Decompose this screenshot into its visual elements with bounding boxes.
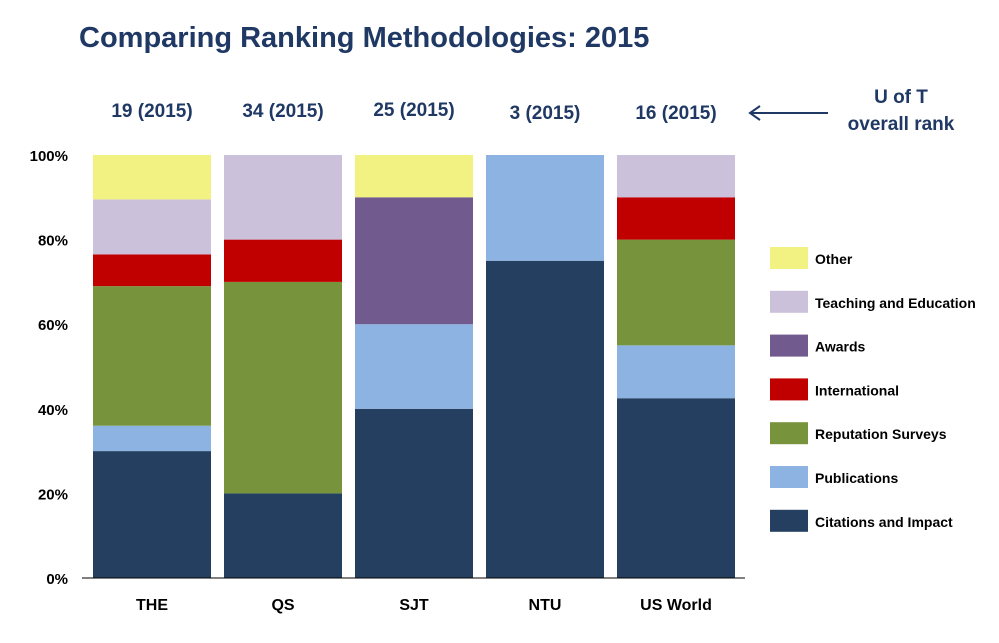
bar-segment [224,239,342,282]
y-tick-label: 0% [46,571,68,588]
rank-label: 34 (2015) [242,101,323,122]
bar-segment [93,286,211,426]
bar-segment [355,408,473,578]
rank-label: 25 (2015) [373,100,454,121]
legend-label: Teaching and Education [815,295,976,311]
rank-label: 3 (2015) [510,103,581,124]
bar-segment [355,197,473,325]
bar-segment [617,398,735,578]
legend-swatch [770,290,808,313]
legend-label: Awards [815,339,866,355]
x-tick-label: QS [271,597,294,614]
bar-segment [355,155,473,198]
y-axis: 0% 20% 40% 60% 80% 100% [30,148,68,588]
y-tick-label: 80% [38,233,68,250]
bar-segment [486,155,604,261]
bar-segment [617,239,735,346]
y-tick-label: 20% [38,486,68,503]
rank-label: 19 (2015) [111,101,192,122]
bar-segment [93,155,211,200]
bars [93,155,735,578]
legend-label: Publications [815,470,898,486]
bar-segment [617,197,735,240]
y-tick-label: 60% [38,317,68,334]
bar-segment [224,493,342,578]
bar-segment [224,281,342,494]
y-tick-label: 40% [38,402,68,419]
legend-label: Reputation Surveys [815,426,947,442]
x-axis: THE QS SJT NTU US World [136,597,712,614]
rank-label: 16 (2015) [635,103,716,124]
annotation-line-1: U of T [874,87,928,108]
legend-swatch [770,378,808,401]
x-tick-label: THE [136,597,168,614]
legend-swatch [770,509,808,532]
y-tick-label: 100% [30,148,68,165]
chart-title: Comparing Ranking Methodologies: 2015 [79,22,650,54]
legend-label: International [815,382,899,398]
bar-segment [93,425,211,452]
bar-segment [93,199,211,255]
annotation-line-2: overall rank [848,114,955,135]
bar-segment [93,451,211,578]
annotation-arrow-head [748,105,761,121]
legend-label: Citations and Impact [815,514,953,530]
bar-segment [617,345,735,399]
bar-segment [224,155,342,240]
bar-segment [355,324,473,409]
x-tick-label: NTU [529,597,562,614]
x-tick-label: US World [640,597,712,614]
x-tick-label: SJT [399,597,429,614]
bar-segment [486,260,604,578]
legend-swatch [770,334,808,357]
legend-label: Other [815,251,853,267]
bar-segment [617,155,735,198]
bar-segment [93,254,211,287]
legend-swatch [770,247,808,269]
legend-swatch [770,422,808,445]
rank-annotation: U of T overall rank [748,87,955,135]
legend: Other Teaching and Education Awards Interna… [770,247,976,532]
rank-labels: 19 (2015) 34 (2015) 25 (2015) 3 (2015) 16 (2… [111,100,716,124]
legend-swatch [770,466,808,488]
